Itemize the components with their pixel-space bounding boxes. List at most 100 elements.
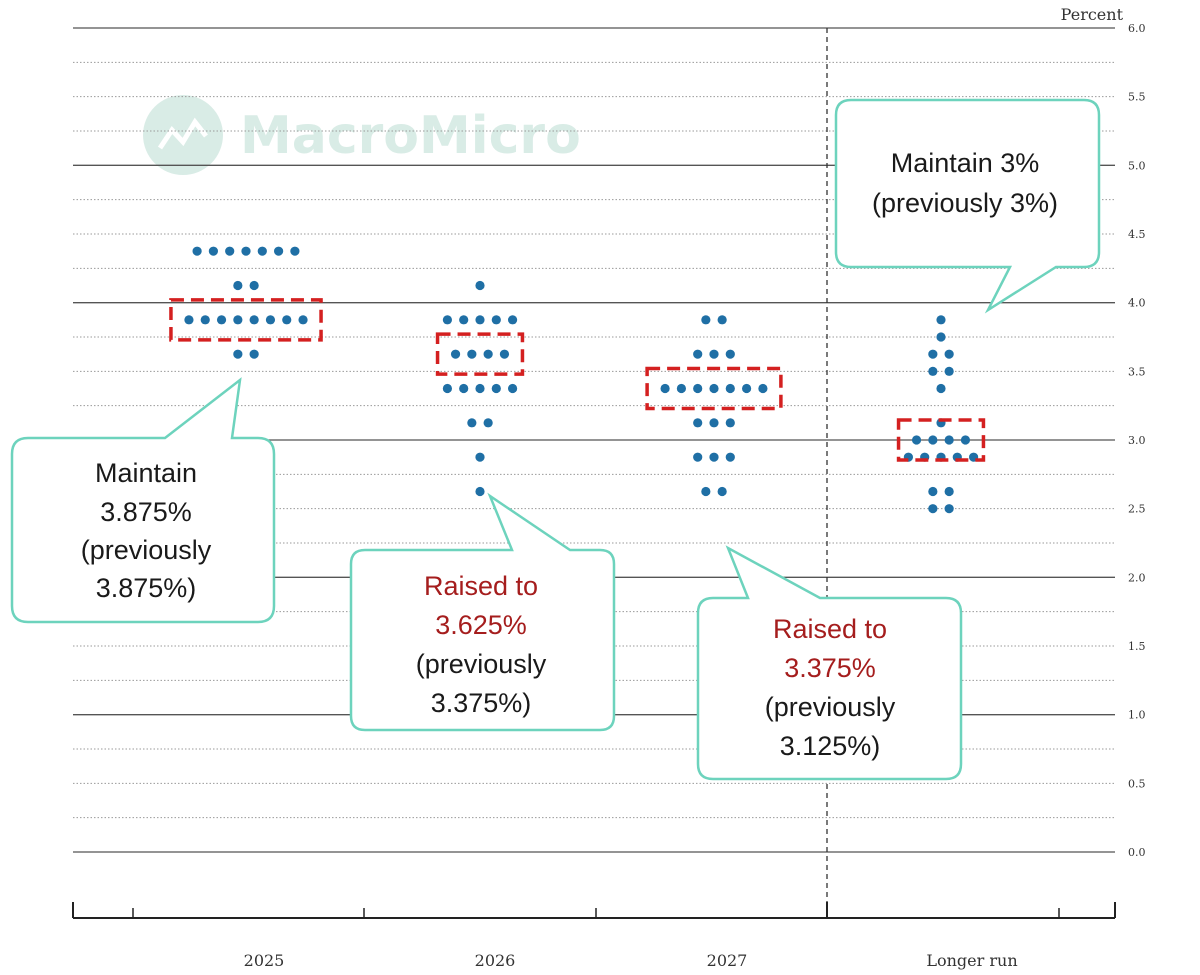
dots bbox=[184, 246, 979, 514]
x-tick-label: 2027 bbox=[707, 951, 748, 970]
median-box bbox=[645, 366, 783, 411]
median-box bbox=[896, 418, 986, 462]
median-box bbox=[169, 298, 323, 342]
y-tick-label: 1.0 bbox=[1128, 709, 1146, 722]
callout-line: (previously bbox=[765, 692, 896, 722]
x-tick-label: 2026 bbox=[475, 951, 516, 970]
dot bbox=[709, 418, 719, 428]
y-tick-label: 4.0 bbox=[1128, 297, 1146, 310]
dot bbox=[475, 452, 485, 462]
watermark-chart-icon bbox=[157, 117, 208, 150]
dot bbox=[928, 435, 938, 445]
watermark-text: MacroMicro bbox=[240, 106, 581, 166]
y-tick-label: 1.5 bbox=[1128, 640, 1146, 653]
x-tick-label: Longer run bbox=[926, 951, 1017, 970]
dot bbox=[928, 504, 938, 514]
dot bbox=[184, 315, 194, 325]
dot bbox=[459, 315, 469, 325]
dot bbox=[928, 486, 938, 497]
callout-line: Raised to bbox=[424, 571, 538, 601]
dot bbox=[676, 383, 687, 394]
y-axis: 0.0 0.5 1.0 1.5 2.0 2.5 3.0 3.5 4.0 4.5 5.0 5.5 6.0 bbox=[1128, 22, 1146, 859]
dot bbox=[936, 315, 946, 325]
dot bbox=[709, 383, 719, 394]
callout-bubble bbox=[349, 492, 616, 732]
dot bbox=[475, 315, 485, 325]
dot bbox=[758, 383, 768, 394]
y-tick-label: 6.0 bbox=[1128, 22, 1146, 35]
y-tick-label: 2.5 bbox=[1128, 503, 1146, 516]
dot bbox=[717, 315, 727, 325]
dot bbox=[944, 486, 954, 497]
dot bbox=[298, 315, 308, 325]
dot bbox=[709, 349, 719, 359]
dot bbox=[507, 383, 518, 394]
dot bbox=[442, 315, 452, 325]
callout-bubble bbox=[10, 377, 276, 624]
dot bbox=[491, 383, 501, 394]
dot bbox=[725, 452, 735, 462]
dot bbox=[660, 383, 670, 394]
dot bbox=[467, 418, 477, 428]
dot bbox=[693, 418, 703, 428]
dot bbox=[233, 280, 243, 291]
dot bbox=[216, 315, 227, 325]
dot bbox=[282, 315, 292, 325]
dot bbox=[944, 366, 954, 376]
callout-line: (previously bbox=[81, 535, 212, 565]
dot bbox=[249, 315, 259, 325]
dot bbox=[475, 383, 485, 394]
dot bbox=[475, 486, 485, 497]
dot bbox=[450, 349, 461, 359]
median-boxes bbox=[169, 298, 986, 462]
y-tick-label: 0.0 bbox=[1128, 846, 1146, 859]
dot bbox=[693, 349, 703, 359]
callout-line: (previously bbox=[416, 649, 547, 679]
dot bbox=[233, 315, 243, 325]
dot bbox=[491, 315, 501, 325]
y-tick-label: 3.5 bbox=[1128, 365, 1146, 378]
dot bbox=[483, 418, 493, 428]
dot bbox=[265, 315, 276, 325]
y-tick-label: 0.5 bbox=[1128, 777, 1146, 790]
dot bbox=[693, 452, 703, 462]
callout-line: Raised to bbox=[773, 614, 887, 644]
dot bbox=[483, 349, 493, 359]
dot bbox=[249, 349, 259, 359]
dot bbox=[257, 246, 267, 256]
watermark-logo-icon bbox=[143, 95, 223, 175]
callout-line: 3.875% bbox=[100, 497, 192, 527]
callout-longer-run: Maintain 3% (previously 3%) bbox=[834, 98, 1101, 314]
dot bbox=[225, 246, 235, 256]
dot bbox=[936, 383, 946, 394]
watermark: MacroMicro bbox=[143, 95, 581, 175]
dot bbox=[475, 280, 485, 291]
dot bbox=[936, 332, 946, 342]
callout-line: 3.125%) bbox=[780, 731, 881, 761]
dot bbox=[928, 349, 938, 359]
dot bbox=[274, 246, 284, 256]
dot bbox=[717, 486, 727, 497]
dot bbox=[725, 349, 735, 359]
dot bbox=[709, 452, 719, 462]
dot bbox=[701, 315, 711, 325]
dot bbox=[241, 246, 251, 256]
callout-2027: Raised to 3.375% (previously 3.125%) bbox=[696, 545, 963, 781]
dot bbox=[944, 349, 954, 359]
dot bbox=[742, 383, 752, 394]
dot bbox=[192, 246, 202, 256]
x-axis: 2025 2026 2027 Longer run bbox=[72, 902, 1116, 970]
y-tick-label: 5.0 bbox=[1128, 159, 1146, 172]
median-box bbox=[435, 332, 525, 376]
callout-line: 3.375%) bbox=[431, 688, 532, 718]
dot bbox=[960, 435, 971, 445]
callout-2026: Raised to 3.625% (previously 3.375%) bbox=[349, 492, 616, 732]
dot bbox=[459, 383, 469, 394]
dot bbox=[944, 504, 954, 514]
dot bbox=[499, 349, 510, 359]
dot bbox=[725, 383, 735, 394]
dot bbox=[944, 435, 954, 445]
dot bbox=[928, 366, 938, 376]
callout-bubble bbox=[834, 98, 1101, 314]
